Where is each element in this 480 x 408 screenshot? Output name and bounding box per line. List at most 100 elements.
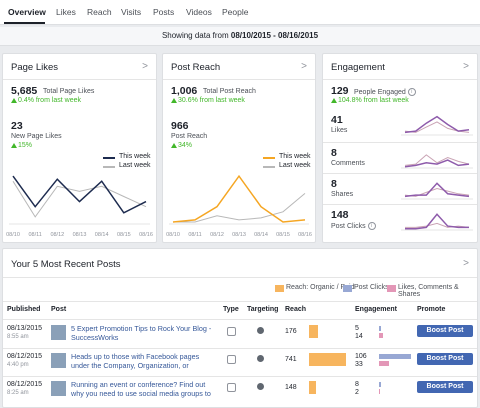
x-tick-label: 08/10 — [166, 232, 180, 238]
stat-value: 41 — [331, 114, 343, 126]
x-tick-label: 08/12 — [210, 232, 224, 238]
series-line — [404, 159, 470, 168]
tab[interactable]: Posts — [153, 7, 175, 17]
post-time: 4:40 pm — [7, 362, 29, 368]
recent-posts-card: Your 5 Most Recent Posts > Reach: Organi… — [2, 248, 478, 408]
stat-label: Post Clicks i — [331, 222, 376, 230]
x-tick-label: 08/16 — [139, 232, 153, 238]
type-icon — [227, 355, 236, 364]
boost-button[interactable]: Boost Post — [417, 381, 473, 393]
engagement-card[interactable]: Engagement > 129 People Engaged i 104.8% … — [322, 53, 478, 243]
chevron[interactable]: > — [142, 61, 148, 72]
post-date: 08/12/2015 — [7, 353, 43, 360]
tab[interactable]: Overview — [8, 7, 46, 17]
legend-entry: Last week — [103, 162, 151, 169]
column-header: Reach — [285, 306, 307, 313]
info-icon[interactable]: i — [407, 88, 416, 96]
post-time: 8:55 am — [7, 334, 29, 340]
reactions-value: 33 — [355, 361, 363, 368]
column-header: Type — [223, 306, 239, 313]
legend-swatch — [263, 166, 275, 168]
stat-value: 129 — [331, 85, 349, 97]
stat-label-text: Shares — [331, 191, 354, 198]
sparkline-chart — [401, 213, 473, 231]
stat-label-text: People Engaged — [354, 88, 406, 96]
post-reach-card[interactable]: Post Reach > 1,006 Total Post Reach 30.6… — [162, 53, 316, 243]
sparkline-chart — [401, 182, 473, 200]
chevron[interactable]: > — [463, 258, 469, 269]
legend-label: This week — [279, 153, 311, 160]
tab-bar: Overview Likes Reach Visits Posts Videos… — [0, 0, 480, 25]
reach-bar — [309, 353, 347, 366]
stat-label: Total Page Likes — [43, 88, 95, 95]
separator — [163, 79, 315, 80]
legend-swatch — [343, 285, 352, 292]
legend-label: Last week — [119, 162, 151, 169]
type-icon — [227, 383, 236, 392]
series-line — [12, 175, 147, 214]
tab[interactable]: Visits — [121, 7, 142, 17]
legend-swatch — [103, 166, 115, 168]
stat-label: Total Post Reach — [203, 88, 256, 95]
sparkline-chart: 08/10 08/11 08/12 08/13 08/14 08/15 08/16 — [6, 175, 153, 238]
legend-entry: Last week — [263, 162, 311, 169]
stat-label: Post Reach — [171, 133, 208, 140]
clicks-value: 8 — [355, 381, 359, 388]
card-title: Page Likes — [11, 62, 59, 73]
separator — [3, 348, 477, 349]
x-tick-label: 08/16 — [298, 232, 312, 238]
column-header: Published — [7, 306, 41, 313]
separator — [3, 376, 477, 377]
legend-swatch — [103, 157, 115, 159]
post-date: 08/12/2015 — [7, 381, 43, 388]
reach-value: 148 — [285, 384, 297, 391]
chevron[interactable]: > — [301, 61, 307, 72]
separator — [323, 79, 477, 80]
reach-value: 176 — [285, 328, 297, 335]
series-line — [12, 180, 147, 218]
tab[interactable]: People — [222, 7, 249, 17]
clicks-value: 5 — [355, 325, 359, 332]
info-icon[interactable]: i — [367, 222, 376, 230]
column-header: Targeting — [247, 306, 279, 313]
legend-label: This week — [119, 153, 151, 160]
column-header: Promote — [417, 306, 446, 313]
x-tick-label: 08/13 — [73, 232, 87, 238]
stat-label: New Page Likes — [11, 133, 62, 140]
tab[interactable]: Videos — [186, 7, 212, 17]
series-line — [172, 174, 306, 223]
separator — [323, 142, 477, 143]
post-thumbnail — [51, 353, 66, 368]
series-line — [173, 193, 306, 223]
sparkline-chart — [401, 115, 473, 136]
x-tick-label: 08/15 — [276, 232, 290, 238]
stat-change: 0.4% from last week — [11, 97, 81, 104]
reach-bar — [309, 381, 317, 394]
stat-label-text: Comments — [331, 160, 365, 167]
series-line — [405, 222, 470, 228]
boost-button[interactable]: Boost Post — [417, 353, 473, 365]
separator — [3, 319, 477, 320]
legend-entry: This week — [263, 153, 311, 160]
chevron[interactable]: > — [463, 61, 469, 72]
post-text[interactable]: Heads up to those with Facebook pages un… — [71, 352, 200, 370]
tab[interactable]: Likes — [56, 7, 76, 17]
stat-change: 30.6% from last week — [171, 97, 245, 104]
boost-button[interactable]: Boost Post — [417, 325, 473, 337]
separator — [323, 204, 477, 205]
legend-swatch — [387, 285, 396, 292]
date-bar: Showing data from 08/10/2015 - 08/16/201… — [0, 27, 480, 46]
post-thumbnail — [51, 325, 66, 340]
page-likes-card[interactable]: Page Likes > 5,685 Total Page Likes 0.4%… — [2, 53, 157, 243]
post-text[interactable]: 5 Expert Promotion Tips to Rock Your Blo… — [71, 324, 212, 342]
legend-swatch — [263, 157, 275, 159]
sparkline-chart: 08/10 08/11 08/12 08/13 08/14 08/15 08/16 — [166, 174, 312, 238]
x-tick-label: 08/13 — [232, 232, 246, 238]
stat-change: 15% — [11, 142, 32, 149]
tab[interactable]: Reach — [87, 7, 112, 17]
card-title: Your 5 Most Recent Posts — [11, 259, 121, 270]
series-line — [405, 213, 469, 230]
series-line — [404, 154, 470, 166]
stat-change: 104.8% from last week — [331, 97, 409, 104]
post-text[interactable]: Running an event or conference? Find out… — [71, 380, 211, 398]
